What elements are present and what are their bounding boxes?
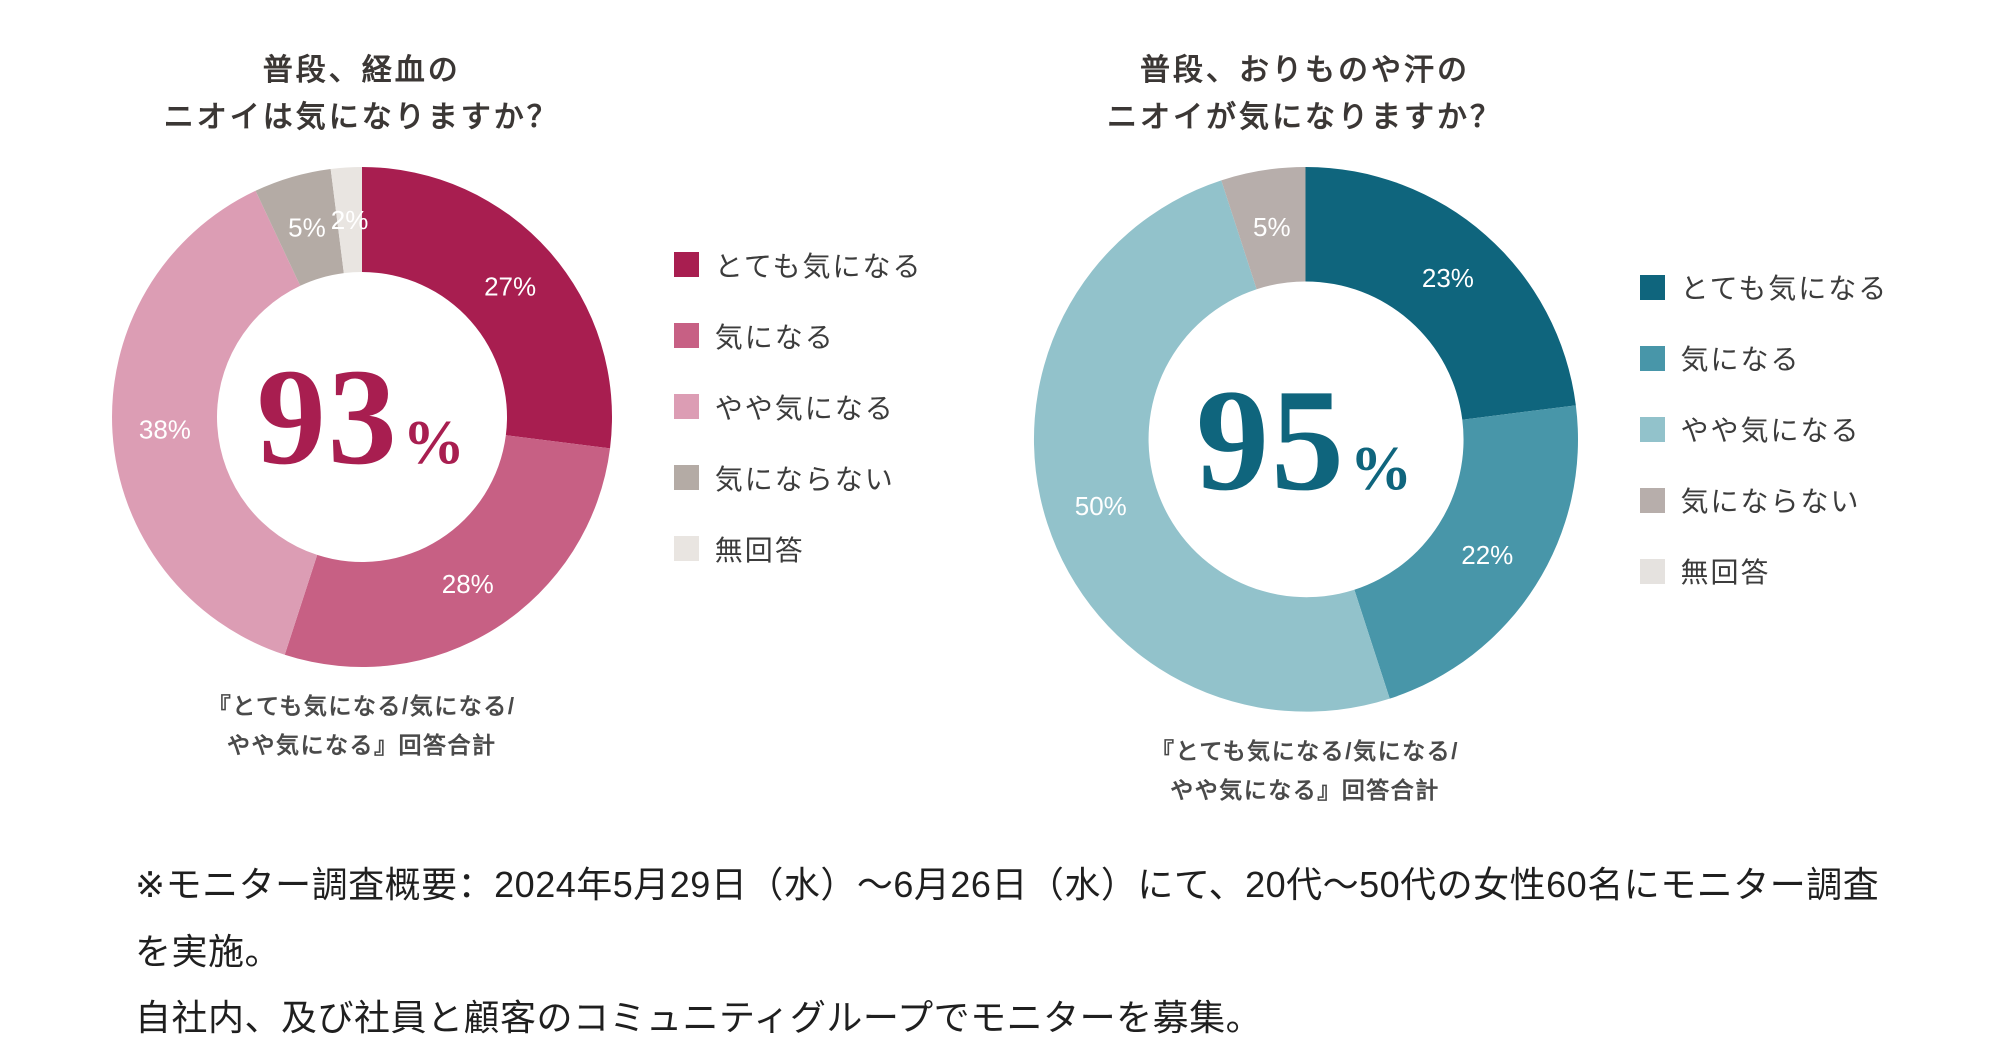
legend: とても気になる 気になるやや気になる 気にならない 無回答 [1639,267,1889,591]
donut-segment [1033,180,1390,712]
donut-segment [1305,167,1576,420]
chart-footnote: 『とても気になる/気になる/ やや気になる』回答合計 [1151,738,1459,804]
donut-column: 普段、経血の ニオイは気になりますか？ 27% 28% 38% 5% 2% 93% 『と… [111,48,612,765]
legend-item: 気になる [673,316,923,356]
donut-svg: 23% 22% 50% 5% [1033,167,1578,712]
charts-row: 普段、経血の ニオイは気になりますか？ 27% 28% 38% 5% 2% 93% 『と… [111,48,1889,810]
segment-percent-label: 27% [484,272,536,302]
legend-item: やや気になる [673,387,923,427]
legend-label: 気にならない [714,463,895,495]
survey-infographic: 普段、経血の ニオイは気になりますか？ 27% 28% 38% 5% 2% 93% 『と… [111,48,1889,1039]
legend-item: とても気になる [673,245,923,285]
donut-segment [330,167,362,274]
donut-segment [1220,167,1305,290]
legend-swatch [1639,558,1665,584]
legend-label: 気にならない [1680,486,1861,518]
legend-label: 無回答 [714,534,805,566]
segment-percent-label: 22% [1461,540,1513,570]
donut-svg: 27% 28% 38% 5% 2% [111,167,612,667]
donut-column: 普段、おりものや汗の ニオイが気になりますか？ 23% 22% 50% 5% 95% … [1033,48,1578,810]
segment-percent-label: 5% [1253,212,1291,242]
segment-percent-label: 50% [1074,491,1126,521]
chart-title: 普段、経血の ニオイは気になりますか？ [163,54,560,134]
donut-segment [361,167,612,449]
donut-segment [1353,405,1578,699]
legend-label: 無回答 [1680,557,1771,589]
segment-percent-label: 28% [442,569,494,599]
legend-swatch [673,465,699,491]
legend-label: やや気になる [1680,415,1861,447]
legend-swatch [673,252,699,278]
segment-percent-label: 38% [139,415,191,445]
donut-segment [284,435,610,667]
legend-item: 気にならない [673,458,923,498]
donut-segment [255,168,344,286]
legend-item: 気にならない [1639,480,1889,520]
chart-footnote: 『とても気になる/気になる/ やや気になる』回答合計 [207,693,516,759]
legend-label: やや気になる [714,392,895,424]
survey-note: ※モニター調査概要：2024年5月29日（水）～6月26日（水）にて、20代～5… [135,864,1880,1039]
legend-swatch [673,536,699,562]
chart-menstrual-odor: 普段、経血の ニオイは気になりますか？ 27% 28% 38% 5% 2% 93% 『と… [111,48,923,765]
legend-label: 気になる [1680,344,1801,376]
legend-item: やや気になる [1639,409,1889,449]
segment-percent-label: 5% [288,212,326,242]
legend: とても気になる 気になるやや気になる 気にならない 無回答 [673,245,923,569]
legend-swatch [1639,274,1665,300]
donut-segment [111,190,317,655]
chart-discharge-sweat-odor: 普段、おりものや汗の ニオイが気になりますか？ 23% 22% 50% 5% 95% … [1033,48,1889,810]
legend-item: 気になる [1639,338,1889,378]
segment-percent-label: 2% [331,205,369,235]
segment-percent-label: 23% [1421,263,1473,293]
legend-item: 無回答 [673,529,923,569]
legend-label: とても気になる [1680,273,1889,305]
legend-swatch [1639,487,1665,513]
legend-item: とても気になる [1639,267,1889,307]
legend-item: 無回答 [1639,551,1889,591]
legend-swatch [1639,416,1665,442]
legend-swatch [673,323,699,349]
legend-label: とても気になる [714,250,923,282]
legend-swatch [1639,345,1665,371]
donut-chart: 27% 28% 38% 5% 2% 93% [111,167,612,667]
legend-swatch [673,394,699,420]
chart-title: 普段、おりものや汗の ニオイが気になりますか？ [1107,54,1503,134]
donut-chart: 23% 22% 50% 5% 95% [1033,167,1578,712]
legend-label: 気になる [714,321,835,353]
